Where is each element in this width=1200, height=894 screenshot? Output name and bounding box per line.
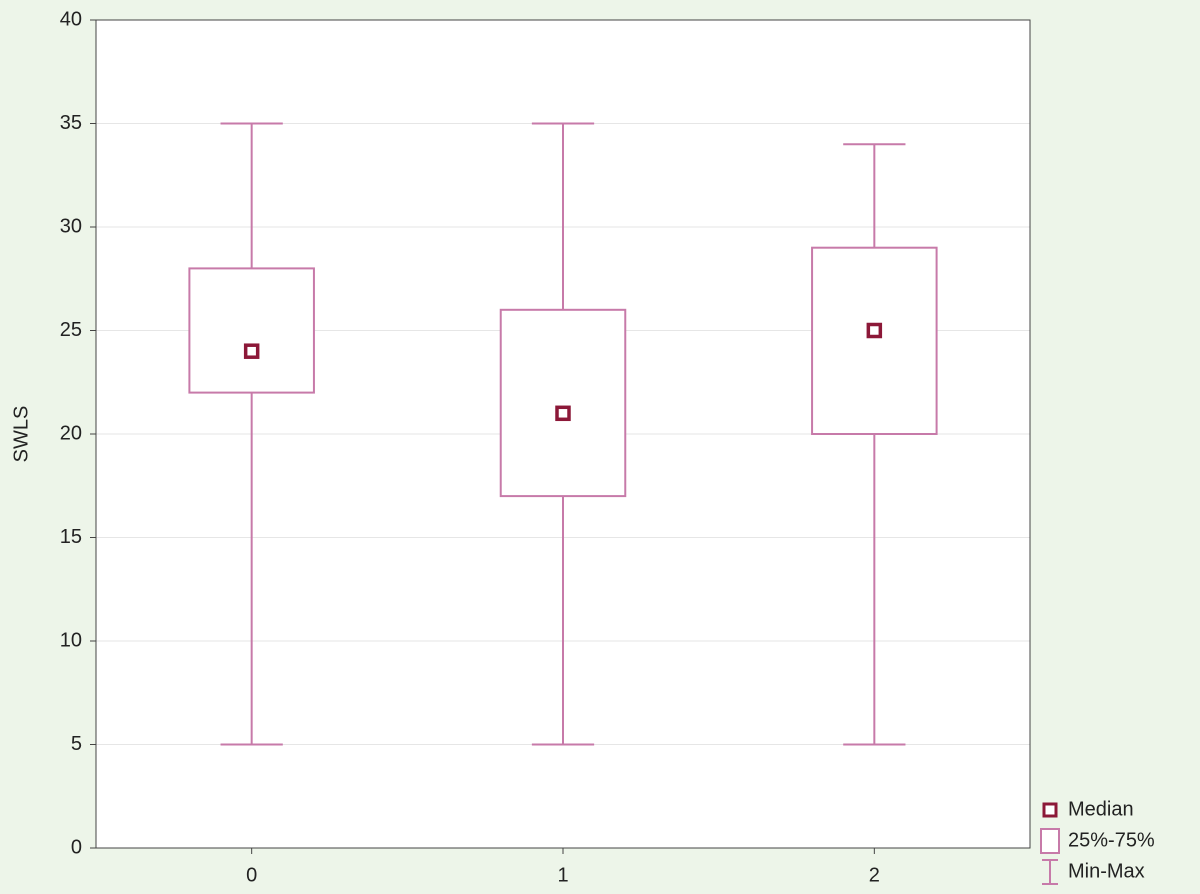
x-tick-label: 2 <box>869 864 880 886</box>
box <box>188 267 315 394</box>
y-tick-label: 0 <box>71 836 82 858</box>
median-marker <box>243 343 260 359</box>
y-tick-label: 30 <box>60 215 82 237</box>
y-tick-label: 35 <box>60 112 82 134</box>
legend-label: Median <box>1068 798 1134 820</box>
y-axis-label: SWLS <box>10 406 32 463</box>
legend-box-symbol <box>1040 828 1060 854</box>
legend-label: Min-Max <box>1068 860 1145 882</box>
y-tick-label: 5 <box>71 733 82 755</box>
box <box>499 308 627 498</box>
median-marker <box>555 405 571 422</box>
x-tick-label: 0 <box>246 864 257 886</box>
y-tick-label: 10 <box>60 629 82 651</box>
y-tick-label: 40 <box>60 8 82 30</box>
legend-median-symbol <box>1042 802 1058 818</box>
y-tick-label: 25 <box>60 319 82 341</box>
x-tick-label: 1 <box>557 864 568 886</box>
y-tick-label: 20 <box>60 422 82 444</box>
y-tick-label: 15 <box>60 526 82 548</box>
legend-label: 25%-75% <box>1068 829 1155 851</box>
median-marker <box>866 322 883 339</box>
box <box>811 246 938 435</box>
